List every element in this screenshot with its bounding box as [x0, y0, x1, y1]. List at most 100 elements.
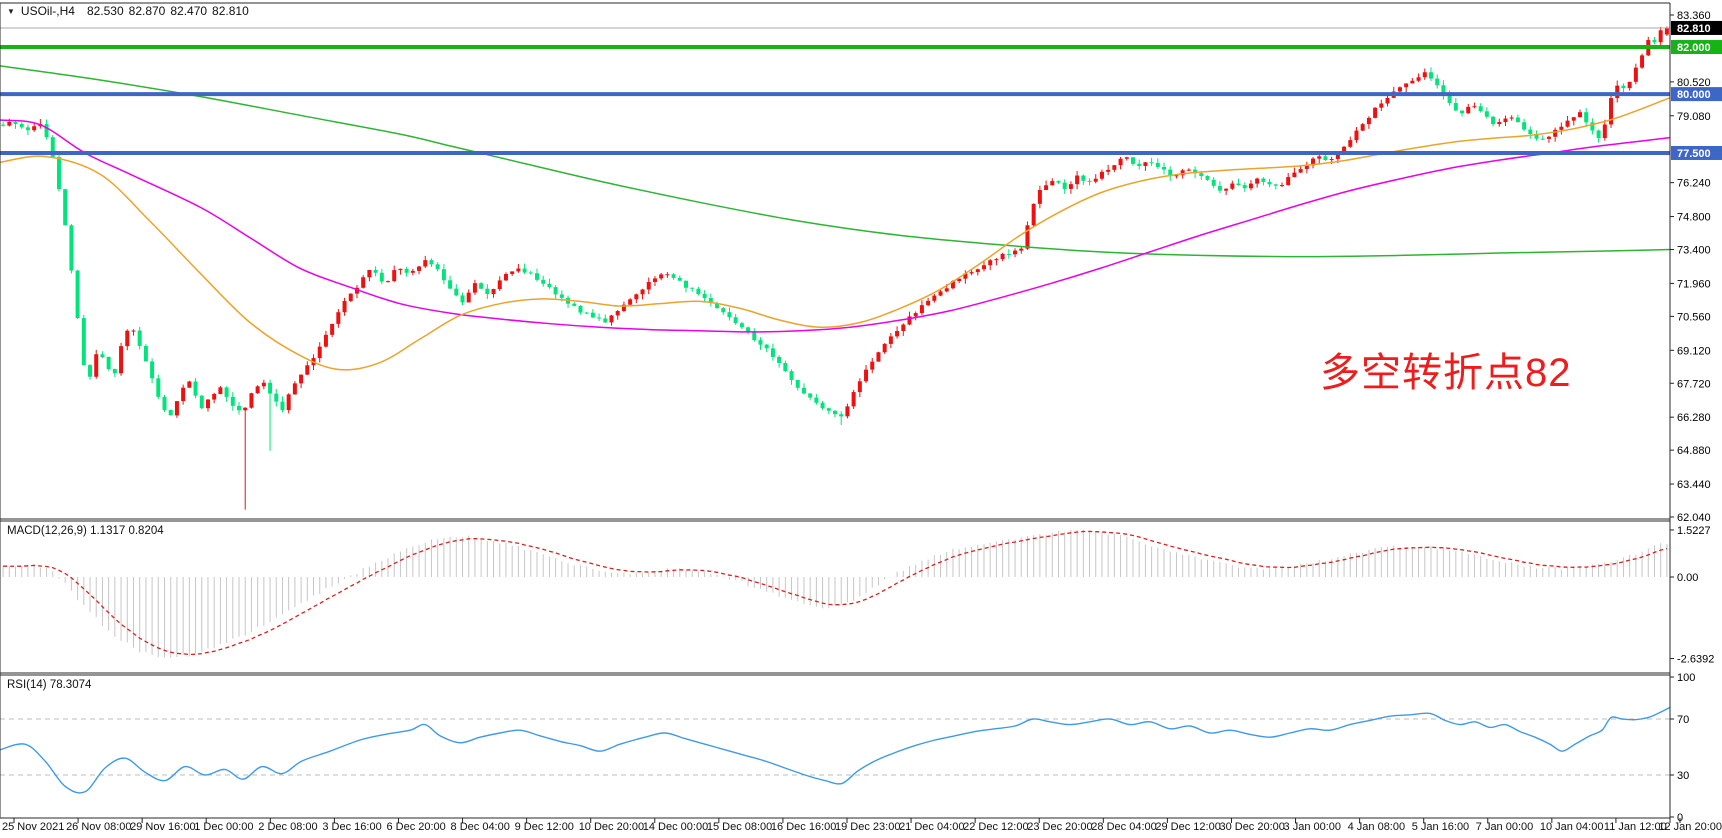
- candle-body: [826, 408, 831, 411]
- candle-body: [1559, 126, 1564, 130]
- candle-body: [286, 394, 291, 411]
- candle-body: [1106, 169, 1111, 172]
- candle-body: [1180, 170, 1185, 176]
- time-axis-label: 2 Dec 08:00: [258, 821, 318, 833]
- candle-body: [1422, 72, 1427, 78]
- candle-body: [429, 260, 434, 265]
- candle-body: [988, 260, 993, 266]
- candle-body: [317, 346, 322, 359]
- candle-body: [106, 357, 111, 370]
- candle-body: [907, 316, 912, 325]
- candle-body: [1205, 176, 1210, 180]
- price-axis[interactable]: 83.360 80.520 79.080 76.240 74.800 73.400 71.9…: [1670, 10, 1722, 524]
- candle-body: [1267, 181, 1272, 185]
- candle-body: [1385, 97, 1390, 104]
- candle-body: [1515, 117, 1520, 123]
- price-tick-label: 64.880: [1677, 445, 1711, 457]
- candle-body: [783, 363, 788, 372]
- ohlc-low: 82.470: [170, 4, 208, 18]
- time-axis-label: 1 Dec 00:00: [194, 821, 254, 833]
- candle-body: [615, 311, 620, 316]
- candle-body: [628, 299, 633, 305]
- candle-body: [535, 273, 540, 280]
- candle-body: [1186, 169, 1191, 171]
- candle-body: [994, 259, 999, 261]
- candle-body: [1360, 124, 1365, 131]
- macd-histogram: [2, 529, 1668, 658]
- candle-body: [1410, 80, 1415, 84]
- candle-body: [652, 278, 657, 282]
- candle-body: [1081, 175, 1086, 181]
- candle-body: [330, 323, 335, 335]
- candle-body: [491, 289, 496, 295]
- candle-body: [541, 279, 546, 284]
- time-axis-label: 16 Dec 16:00: [770, 821, 837, 833]
- candle-body: [199, 395, 204, 409]
- candle-body: [44, 124, 49, 138]
- candle-body: [292, 383, 297, 395]
- candle-body: [1118, 158, 1123, 166]
- candle-body: [758, 340, 763, 345]
- candle-body: [1236, 183, 1241, 186]
- candle-body: [690, 287, 695, 289]
- candle-body: [348, 293, 353, 302]
- ma-slow-green-line[interactable]: [0, 65, 1671, 258]
- price-tick-label: 67.720: [1677, 378, 1711, 390]
- candle-body: [1447, 95, 1452, 104]
- candle-body: [1062, 182, 1067, 189]
- candle-body: [88, 365, 93, 377]
- candle-body: [715, 303, 720, 309]
- candle-body: [814, 397, 819, 403]
- time-axis-label: 9 Dec 12:00: [514, 821, 574, 833]
- candle-body: [932, 295, 937, 301]
- candle-body: [857, 381, 862, 393]
- ma-mid-magenta-line[interactable]: [0, 119, 1671, 333]
- candle-body: [1491, 116, 1496, 125]
- candle-body: [1006, 253, 1011, 255]
- candle-body: [621, 304, 626, 312]
- symbol-collapse-arrow-icon[interactable]: ▼: [7, 7, 15, 16]
- candle-body: [454, 288, 459, 296]
- candle-body: [795, 379, 800, 388]
- candle-body: [746, 327, 751, 333]
- price-badge-label: 82.810: [1677, 23, 1711, 35]
- candle-body: [1162, 166, 1167, 170]
- candle-body: [367, 269, 372, 278]
- candle-body: [1602, 124, 1607, 139]
- candle-body: [634, 294, 639, 300]
- time-axis-label: 15 Dec 08:00: [706, 821, 773, 833]
- candle-body: [212, 393, 217, 400]
- candle-body: [845, 406, 850, 417]
- time-axis-label: 29 Dec 12:00: [1155, 821, 1221, 833]
- candle-body: [205, 399, 210, 409]
- candle-body: [1658, 30, 1663, 43]
- candle-body: [361, 277, 366, 288]
- candle-body: [677, 277, 682, 281]
- candle-body: [1230, 183, 1235, 189]
- time-axis-label: 22 Dec 12:00: [963, 821, 1029, 833]
- candle-body: [1286, 177, 1291, 186]
- ma-fast-orange-line[interactable]: [0, 96, 1671, 371]
- price-tick-label: 63.440: [1677, 479, 1711, 491]
- candle-body: [1317, 156, 1322, 159]
- candle-body: [63, 189, 68, 226]
- candle-body: [156, 378, 161, 397]
- candle-body: [274, 393, 279, 402]
- candle-body: [950, 281, 955, 289]
- candle-body: [1311, 158, 1316, 166]
- price-badge-label: 80.000: [1677, 89, 1711, 101]
- candle-body: [1540, 138, 1545, 140]
- candle-body: [1373, 107, 1378, 118]
- candle-body: [410, 270, 415, 273]
- time-axis-label: 28 Dec 04:00: [1091, 821, 1157, 833]
- candle-body: [516, 268, 521, 272]
- candle-body: [665, 274, 670, 276]
- candle-body: [1416, 77, 1421, 81]
- candle-body: [901, 324, 906, 332]
- candle-body: [497, 280, 502, 290]
- macd-axis-label: -2.6392: [1677, 654, 1714, 666]
- price-tick-label: 62.040: [1677, 512, 1711, 524]
- candle-body: [1596, 130, 1601, 139]
- candle-body: [944, 288, 949, 292]
